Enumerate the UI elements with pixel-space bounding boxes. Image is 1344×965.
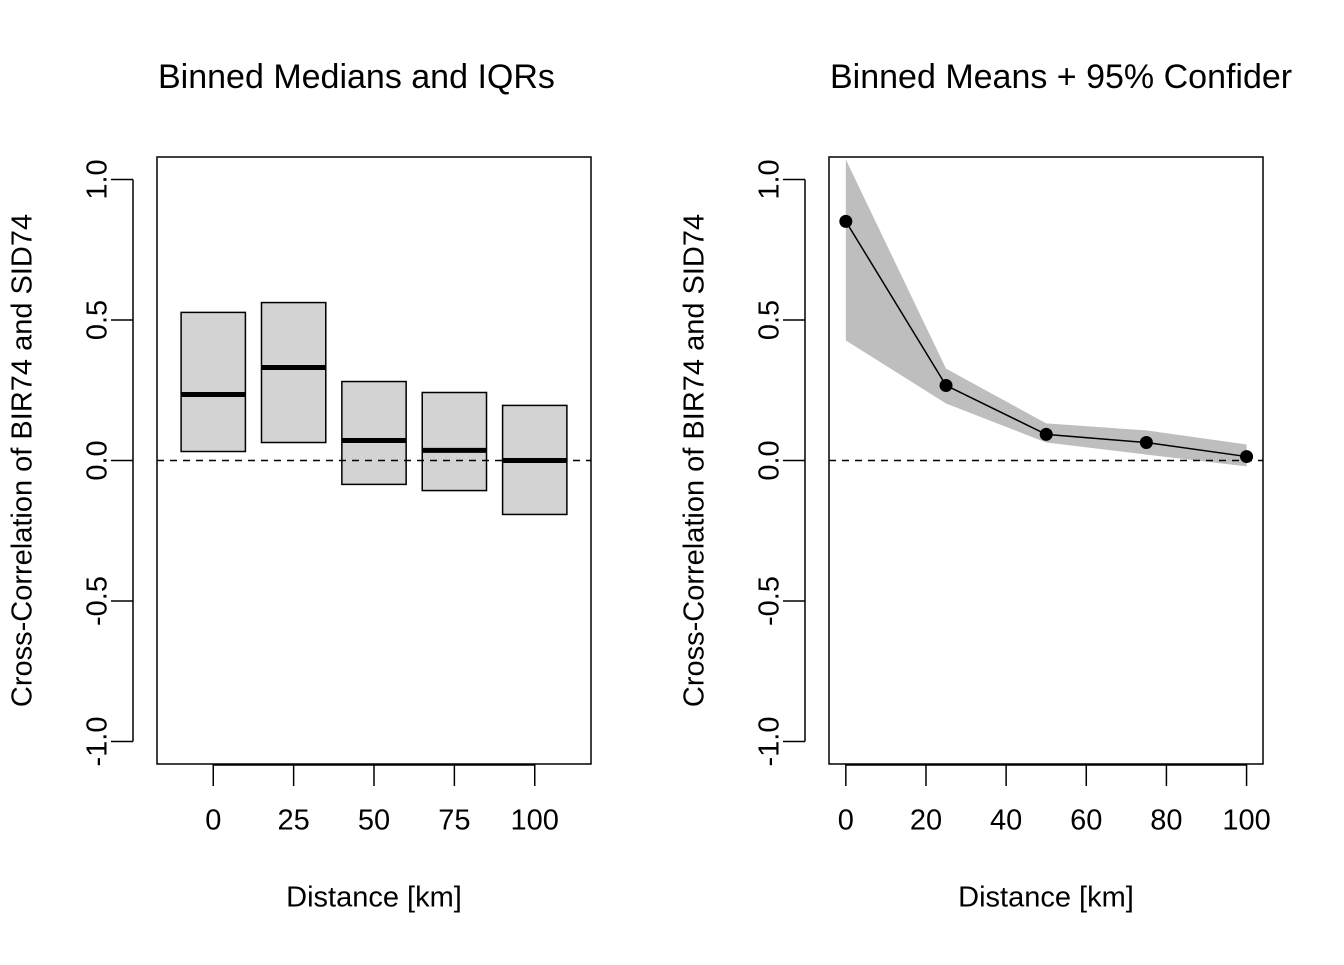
x-tick-label: 0 (205, 805, 221, 837)
plot-frame (156, 156, 592, 765)
iqr-box (421, 391, 488, 492)
x-tick-label: 25 (277, 805, 309, 837)
y-tick-label: 0.5 (82, 300, 114, 340)
x-tick-label: 0 (838, 805, 854, 837)
y-tick-label: 1.0 (82, 159, 114, 199)
x-tick-label: 80 (1150, 805, 1182, 837)
y-tick-label: -1.0 (754, 717, 786, 767)
mean-point (1240, 450, 1254, 464)
y-axis-label: Cross-Correlation of BIR74 and SID74 (679, 214, 711, 707)
mean-point (1039, 427, 1053, 441)
y-tick-label: 1.0 (754, 159, 786, 199)
x-tick-label: 100 (511, 805, 559, 837)
chart-title: Binned Medians and IQRs (158, 58, 555, 96)
x-tick-label: 40 (990, 805, 1022, 837)
x-tick-label: 50 (358, 805, 390, 837)
chart-title: Binned Means + 95% Confider (830, 58, 1292, 96)
y-tick-label: -1.0 (82, 717, 114, 767)
iqr-box (341, 380, 407, 486)
mean-point (1139, 436, 1153, 450)
y-tick-label: 0.5 (754, 300, 786, 340)
mean-point (839, 214, 853, 228)
confidence-band (845, 159, 1247, 467)
y-tick-label: 0.0 (754, 440, 786, 480)
plot-frame (828, 156, 1264, 765)
y-tick-label: -0.5 (82, 576, 114, 626)
iqr-box (180, 311, 247, 453)
y-tick-label: -0.5 (754, 576, 786, 626)
iqr-box (260, 301, 327, 444)
mean-point (939, 378, 953, 392)
x-axis-label: Distance [km] (958, 882, 1134, 914)
y-tick-label: 0.0 (82, 440, 114, 480)
x-tick-label: 75 (438, 805, 470, 837)
x-axis-label: Distance [km] (286, 882, 462, 914)
x-tick-label: 60 (1070, 805, 1102, 837)
x-tick-label: 100 (1222, 805, 1270, 837)
y-axis-label: Cross-Correlation of BIR74 and SID74 (7, 214, 39, 707)
x-tick-label: 20 (910, 805, 942, 837)
